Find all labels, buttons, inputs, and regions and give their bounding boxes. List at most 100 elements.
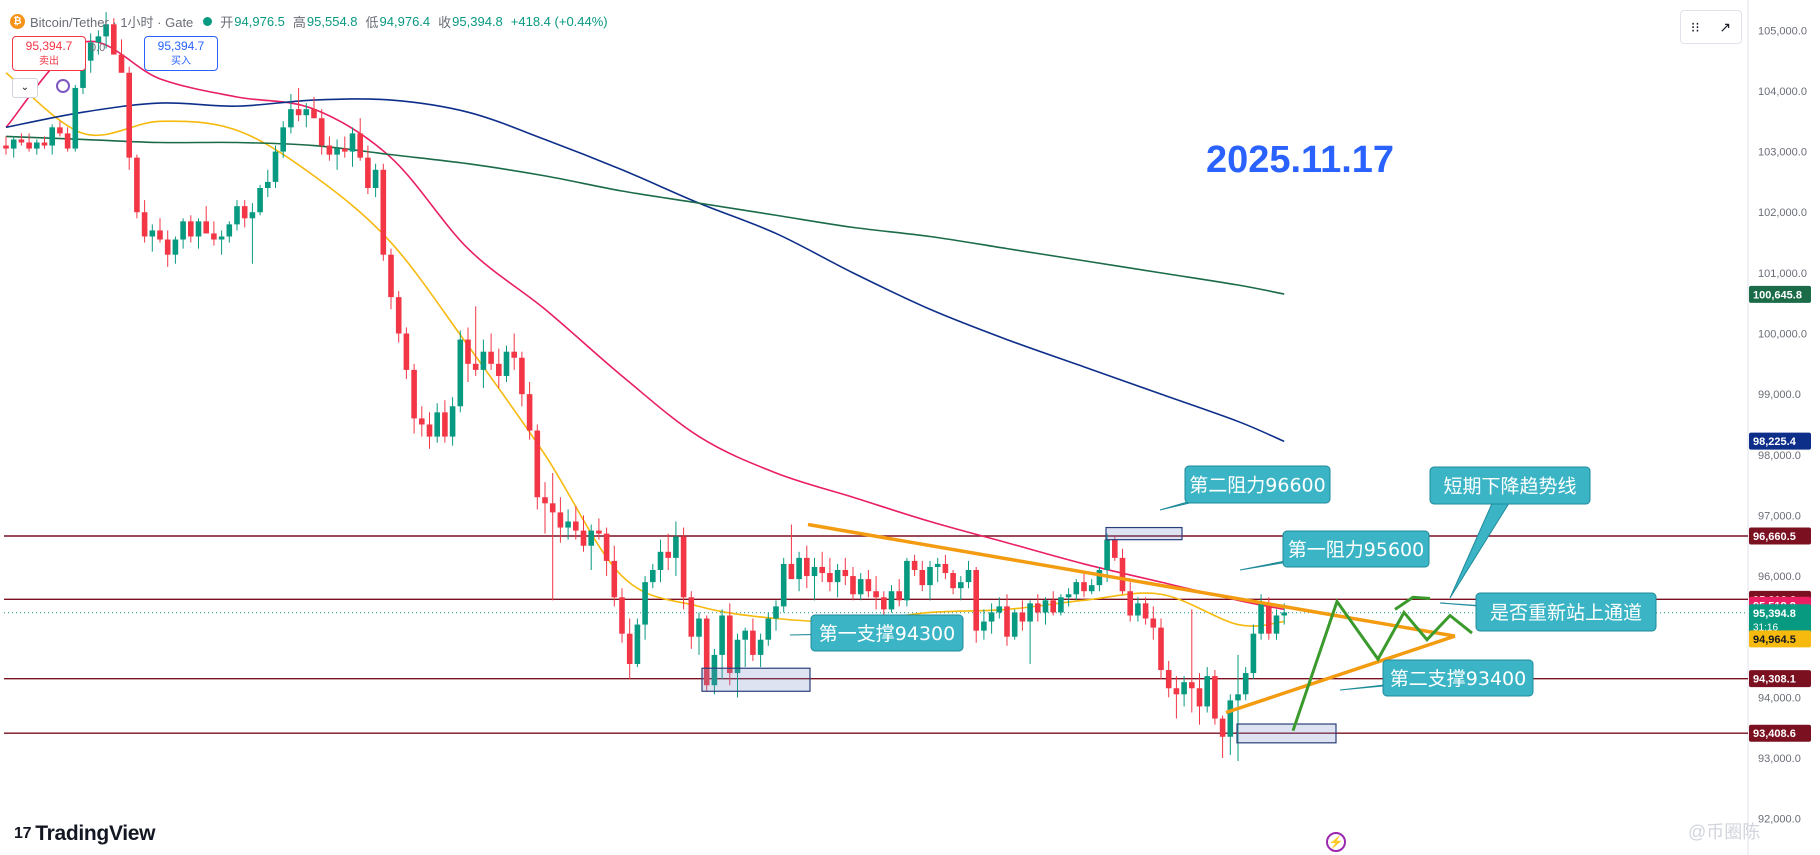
candle-body — [118, 54, 125, 73]
candle-body — [711, 654, 718, 686]
collapse-button[interactable]: ⌄ — [12, 78, 38, 98]
candle-body — [603, 533, 610, 561]
candle-body — [411, 369, 417, 419]
support-2-callout-text: 第二支撑93400 — [1390, 668, 1526, 690]
candle-body — [26, 142, 32, 149]
projection-path — [1291, 598, 1473, 732]
spread-value: 0.0 — [90, 42, 106, 54]
buy-button[interactable]: 95,394.7 买入 — [144, 36, 218, 71]
candle-body — [211, 233, 217, 240]
downtrend-callout-text: 短期下降趋势线 — [1443, 476, 1576, 498]
y-tick-label: 98,000.0 — [1758, 450, 1801, 462]
buy-label: 买入 — [171, 56, 191, 67]
sell-label: 卖出 — [39, 56, 59, 67]
candle-body — [80, 60, 86, 88]
candle-body — [542, 497, 548, 504]
resistance-zone-2[interactable] — [1105, 526, 1183, 541]
candle-body — [1127, 591, 1133, 616]
y-tick-label: 105,000.0 — [1758, 25, 1807, 37]
candle-body — [534, 430, 541, 498]
support-1-callout[interactable] — [810, 614, 964, 652]
downtrend-callout[interactable] — [1429, 466, 1591, 505]
moving-average-line — [5, 98, 1285, 443]
candle-body — [265, 181, 271, 188]
candle-body — [1258, 603, 1264, 634]
candle-body — [1065, 594, 1072, 598]
candle-body — [496, 363, 502, 376]
candle-body — [1196, 688, 1203, 707]
candle-body — [950, 573, 956, 589]
candle-body — [342, 148, 348, 152]
candle-body — [973, 570, 979, 631]
support-1-callout-text: 第一支撑94300 — [819, 623, 955, 645]
symbol-title[interactable]: Bitcoin/Tether · 1小时 · Gate — [30, 14, 194, 30]
candle-body — [780, 563, 787, 607]
candle-body — [1173, 688, 1180, 695]
candle-body — [380, 169, 387, 255]
candle-body — [680, 536, 687, 598]
price-label: 94,308.1 — [1753, 674, 1796, 686]
candle-body — [857, 579, 864, 595]
candle-body — [827, 573, 833, 583]
candle-body — [1119, 557, 1126, 592]
candle-body — [1142, 603, 1149, 619]
candle-body — [665, 551, 671, 558]
candle-body — [911, 560, 918, 570]
candle-body — [480, 351, 487, 370]
candle-body — [750, 630, 756, 655]
candle-body — [157, 230, 163, 240]
candle-body — [765, 618, 772, 640]
candle-body — [526, 394, 533, 431]
candle-body — [180, 221, 186, 240]
resistance-2-callout[interactable] — [1184, 465, 1331, 504]
channel-question-callout[interactable] — [1475, 592, 1657, 632]
y-tick-label: 104,000.0 — [1758, 86, 1807, 98]
candle-body — [934, 563, 941, 567]
refresh-icon[interactable] — [56, 79, 70, 93]
support-2-callout[interactable] — [1382, 659, 1534, 697]
candle-body — [1204, 676, 1210, 707]
candle-body — [642, 582, 648, 625]
drag-handle-icon[interactable]: ⁝⁝ — [1690, 18, 1700, 35]
open-value: 94,976.5 — [234, 13, 285, 29]
y-tick-label: 94,000.0 — [1758, 692, 1801, 704]
close-label: 收 — [438, 14, 452, 30]
candle-body — [465, 339, 471, 364]
trend-line-icon[interactable]: ↗ — [1719, 18, 1732, 35]
sell-button[interactable]: 95,394.7 卖出 — [12, 36, 86, 71]
candle-body — [1050, 600, 1056, 613]
candle-body — [904, 560, 910, 601]
close-value: 95,394.8 — [452, 13, 503, 29]
tradingview-logo[interactable]: 17 TradingView — [14, 822, 156, 846]
candle-body — [1242, 673, 1249, 695]
candle-body — [696, 618, 702, 637]
candle-body — [403, 333, 410, 370]
lightning-icon[interactable]: ⚡ — [1326, 832, 1346, 852]
y-tick-label: 103,000.0 — [1758, 147, 1807, 159]
candle-body — [965, 570, 972, 583]
channel-question-callout-text: 是否重新站上通道 — [1490, 602, 1642, 624]
price-label-bg — [1749, 604, 1811, 635]
high-value: 95,554.8 — [306, 13, 358, 29]
candle-body — [565, 521, 571, 528]
candle-body — [357, 133, 363, 158]
candle-body — [95, 36, 102, 43]
candle-body — [988, 612, 995, 622]
candle-body — [873, 591, 879, 598]
resistance-1-callout[interactable] — [1282, 530, 1430, 568]
uptrend-line[interactable] — [1225, 634, 1456, 715]
candle-body — [557, 512, 564, 528]
y-tick-label: 101,000.0 — [1758, 268, 1807, 280]
candle-body — [326, 145, 333, 155]
candle-body — [1266, 603, 1272, 634]
candle-body — [218, 236, 225, 240]
candle-body — [472, 363, 479, 370]
candle-body — [457, 339, 464, 407]
y-tick-label: 100,000.0 — [1758, 329, 1807, 341]
candle-body — [434, 412, 440, 437]
support-zone-1[interactable] — [701, 667, 811, 692]
candle-body — [1035, 603, 1041, 613]
support-zone-2[interactable] — [1236, 723, 1337, 744]
candle-body — [1112, 539, 1118, 558]
